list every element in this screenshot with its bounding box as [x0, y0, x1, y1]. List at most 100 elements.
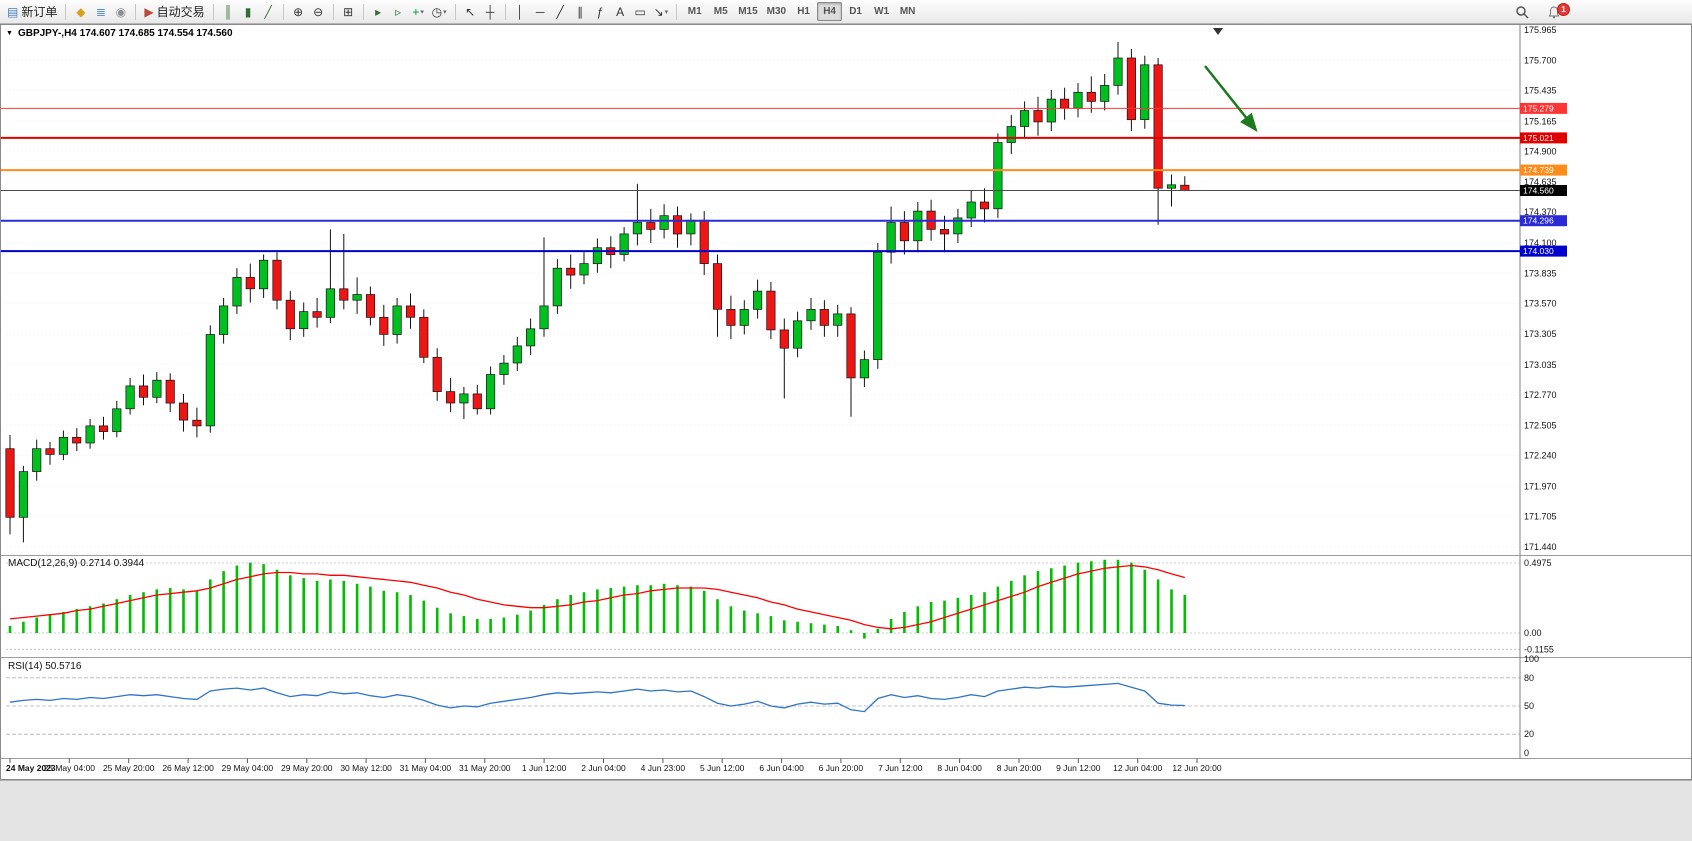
svg-text:174.296: 174.296 [1523, 216, 1554, 226]
current-price-line: 174.560 [0, 185, 1567, 196]
svg-text:174.635: 174.635 [1524, 177, 1557, 187]
notifications-button[interactable]: 1 [1544, 2, 1570, 22]
timeframe-MN-label: MN [899, 6, 916, 17]
chart-shift-button[interactable]: ▹ [389, 2, 408, 21]
svg-text:6 Jun 04:00: 6 Jun 04:00 [759, 763, 804, 773]
timeframe-W1-label: W1 [874, 6, 890, 17]
svg-text:2 Jun 04:00: 2 Jun 04:00 [581, 763, 626, 773]
timeframe-H4-label: H4 [823, 6, 836, 17]
arrows-dropdown-icon: ↘ [653, 4, 664, 19]
svg-text:174.100: 174.100 [1524, 238, 1557, 248]
svg-text:26 May 12:00: 26 May 12:00 [162, 763, 214, 773]
tile-windows-button[interactable]: ⊞ [339, 2, 358, 21]
algo-trading-button-icon: ▶ [144, 4, 154, 19]
chart-shift-marker[interactable] [1213, 28, 1223, 35]
hline-175021[interactable]: 175.021 [0, 132, 1567, 144]
new-order-button-label: 新订单 [21, 5, 58, 19]
text-button-icon: A [616, 4, 625, 19]
hline-175279[interactable]: 175.279 [0, 102, 1567, 114]
timeframe-M15[interactable]: M15 [734, 2, 761, 21]
chart-background[interactable] [0, 24, 1692, 780]
search-button[interactable] [1512, 3, 1532, 22]
chart-line-button[interactable]: ╱ [259, 2, 278, 21]
fibonacci-button[interactable]: ƒ [591, 2, 610, 21]
svg-text:50: 50 [1524, 701, 1534, 711]
depth-of-market-button-icon: ≣ [95, 4, 106, 19]
chart-bars-button[interactable]: ║ [219, 2, 238, 21]
timeframe-M30-label: M30 [766, 6, 787, 17]
cursor-button-icon: ↖ [465, 4, 476, 19]
market-watch-button[interactable]: ◉ [111, 2, 130, 21]
hline-174296[interactable]: 174.296 [0, 215, 1567, 227]
search-icon [1516, 6, 1529, 19]
channel-button[interactable]: ∥ [571, 2, 590, 21]
chart-shift-button-icon: ▹ [395, 4, 402, 19]
horizontal-line-button-icon: ─ [535, 4, 545, 19]
text-button[interactable]: A [611, 2, 630, 21]
toolbar-divider [454, 3, 456, 20]
hline-174739[interactable]: 174.739 [0, 164, 1567, 176]
timeframe-M30[interactable]: M30 [763, 2, 790, 21]
timeframe-M5[interactable]: M5 [708, 2, 733, 21]
svg-text:80: 80 [1524, 673, 1534, 683]
auto-scroll-button-icon: ▸ [375, 4, 382, 19]
arrow-object[interactable] [1204, 65, 1258, 132]
new-order-button[interactable]: ▤ 新订单 [4, 2, 60, 21]
toolbar-divider [282, 3, 284, 20]
hline-174030[interactable]: 174.030 [0, 245, 1567, 257]
svg-text:175.435: 175.435 [1524, 86, 1557, 96]
svg-text:174.900: 174.900 [1524, 147, 1557, 157]
svg-text:174.030: 174.030 [1523, 246, 1554, 256]
indicators-dropdown-icon: + [412, 4, 420, 19]
vertical-line-button[interactable]: │ [511, 2, 530, 21]
svg-text:175.965: 175.965 [1524, 25, 1557, 35]
text-label-button[interactable]: ▭ [631, 2, 650, 21]
zoom-in-button[interactable]: ⊕ [289, 2, 308, 21]
chart-bars-button-icon: ║ [223, 4, 233, 19]
chart-window[interactable]: 0.4975 0.00 -0.1155 100 80 50 20 0 175.965 175.70… [0, 24, 1692, 780]
trendline-button[interactable]: ╱ [551, 2, 570, 21]
toolbar-divider [135, 3, 137, 20]
chart-candles-button-icon: ▮ [244, 4, 252, 19]
timeframe-M1[interactable]: M1 [682, 2, 707, 21]
svg-text:175.021: 175.021 [1523, 133, 1554, 143]
algo-trading-button[interactable]: ▶ 自动交易 [141, 2, 207, 21]
svg-text:100: 100 [1524, 654, 1539, 664]
price-axis[interactable]: 175.965 175.700 175.435 175.165 174.900 174.6… [1519, 24, 1557, 759]
periods-dropdown-icon: ◷ [431, 4, 443, 19]
toolbar-buttons: ▤ 新订单 ◆ ≣ ◉ ▶ 自动交易 ║ ▮ ╱ ⊕ ⊖ ⊞ ▸ ▹ + ▾ ◷ ▾ ↖ ┼ │ ─ ╱ ∥ ƒ A ▭ ↘ ▾ M1 M5 M… [4, 2, 920, 21]
timeframe-D1[interactable]: D1 [843, 2, 868, 21]
metaeditor-button[interactable]: ◆ [71, 2, 90, 21]
crosshair-button[interactable]: ┼ [481, 2, 500, 21]
timeframe-H4[interactable]: H4 [817, 2, 843, 21]
svg-text:31 May 20:00: 31 May 20:00 [459, 763, 511, 773]
zoom-out-button[interactable]: ⊖ [309, 2, 328, 21]
periods-dropdown[interactable]: ◷ ▾ [429, 2, 450, 21]
market-watch-button-icon: ◉ [115, 4, 127, 19]
one-click-trading-toggle[interactable]: ▼ [6, 30, 13, 37]
svg-text:173.570: 173.570 [1524, 299, 1557, 309]
fibonacci-button-icon: ƒ [596, 4, 604, 19]
timeframe-W1[interactable]: W1 [869, 2, 894, 21]
crosshair-button-icon: ┼ [485, 4, 495, 19]
chart-candles-button[interactable]: ▮ [239, 2, 258, 21]
toolbar-right-controls: 1 [1512, 0, 1570, 24]
svg-text:171.705: 171.705 [1524, 512, 1557, 522]
horizontal-line-button[interactable]: ─ [531, 2, 550, 21]
cursor-button[interactable]: ↖ [461, 2, 480, 21]
timeframe-H1[interactable]: H1 [791, 2, 816, 21]
toolbar-group: ▤ 新订单 [4, 2, 60, 21]
auto-scroll-button[interactable]: ▸ [369, 2, 388, 21]
timeframe-MN[interactable]: MN [895, 2, 920, 21]
toolbar-group: ◆ ≣ ◉ [71, 2, 130, 21]
svg-text:5 Jun 12:00: 5 Jun 12:00 [700, 763, 745, 773]
timeframe-M15-label: M15 [738, 6, 758, 17]
depth-of-market-button[interactable]: ≣ [91, 2, 110, 21]
arrows-dropdown[interactable]: ↘ ▾ [651, 2, 672, 21]
toolbar-divider [332, 3, 334, 20]
svg-text:173.305: 173.305 [1524, 329, 1557, 339]
indicators-dropdown[interactable]: + ▾ [409, 2, 428, 21]
svg-text:0.00: 0.00 [1524, 628, 1542, 638]
